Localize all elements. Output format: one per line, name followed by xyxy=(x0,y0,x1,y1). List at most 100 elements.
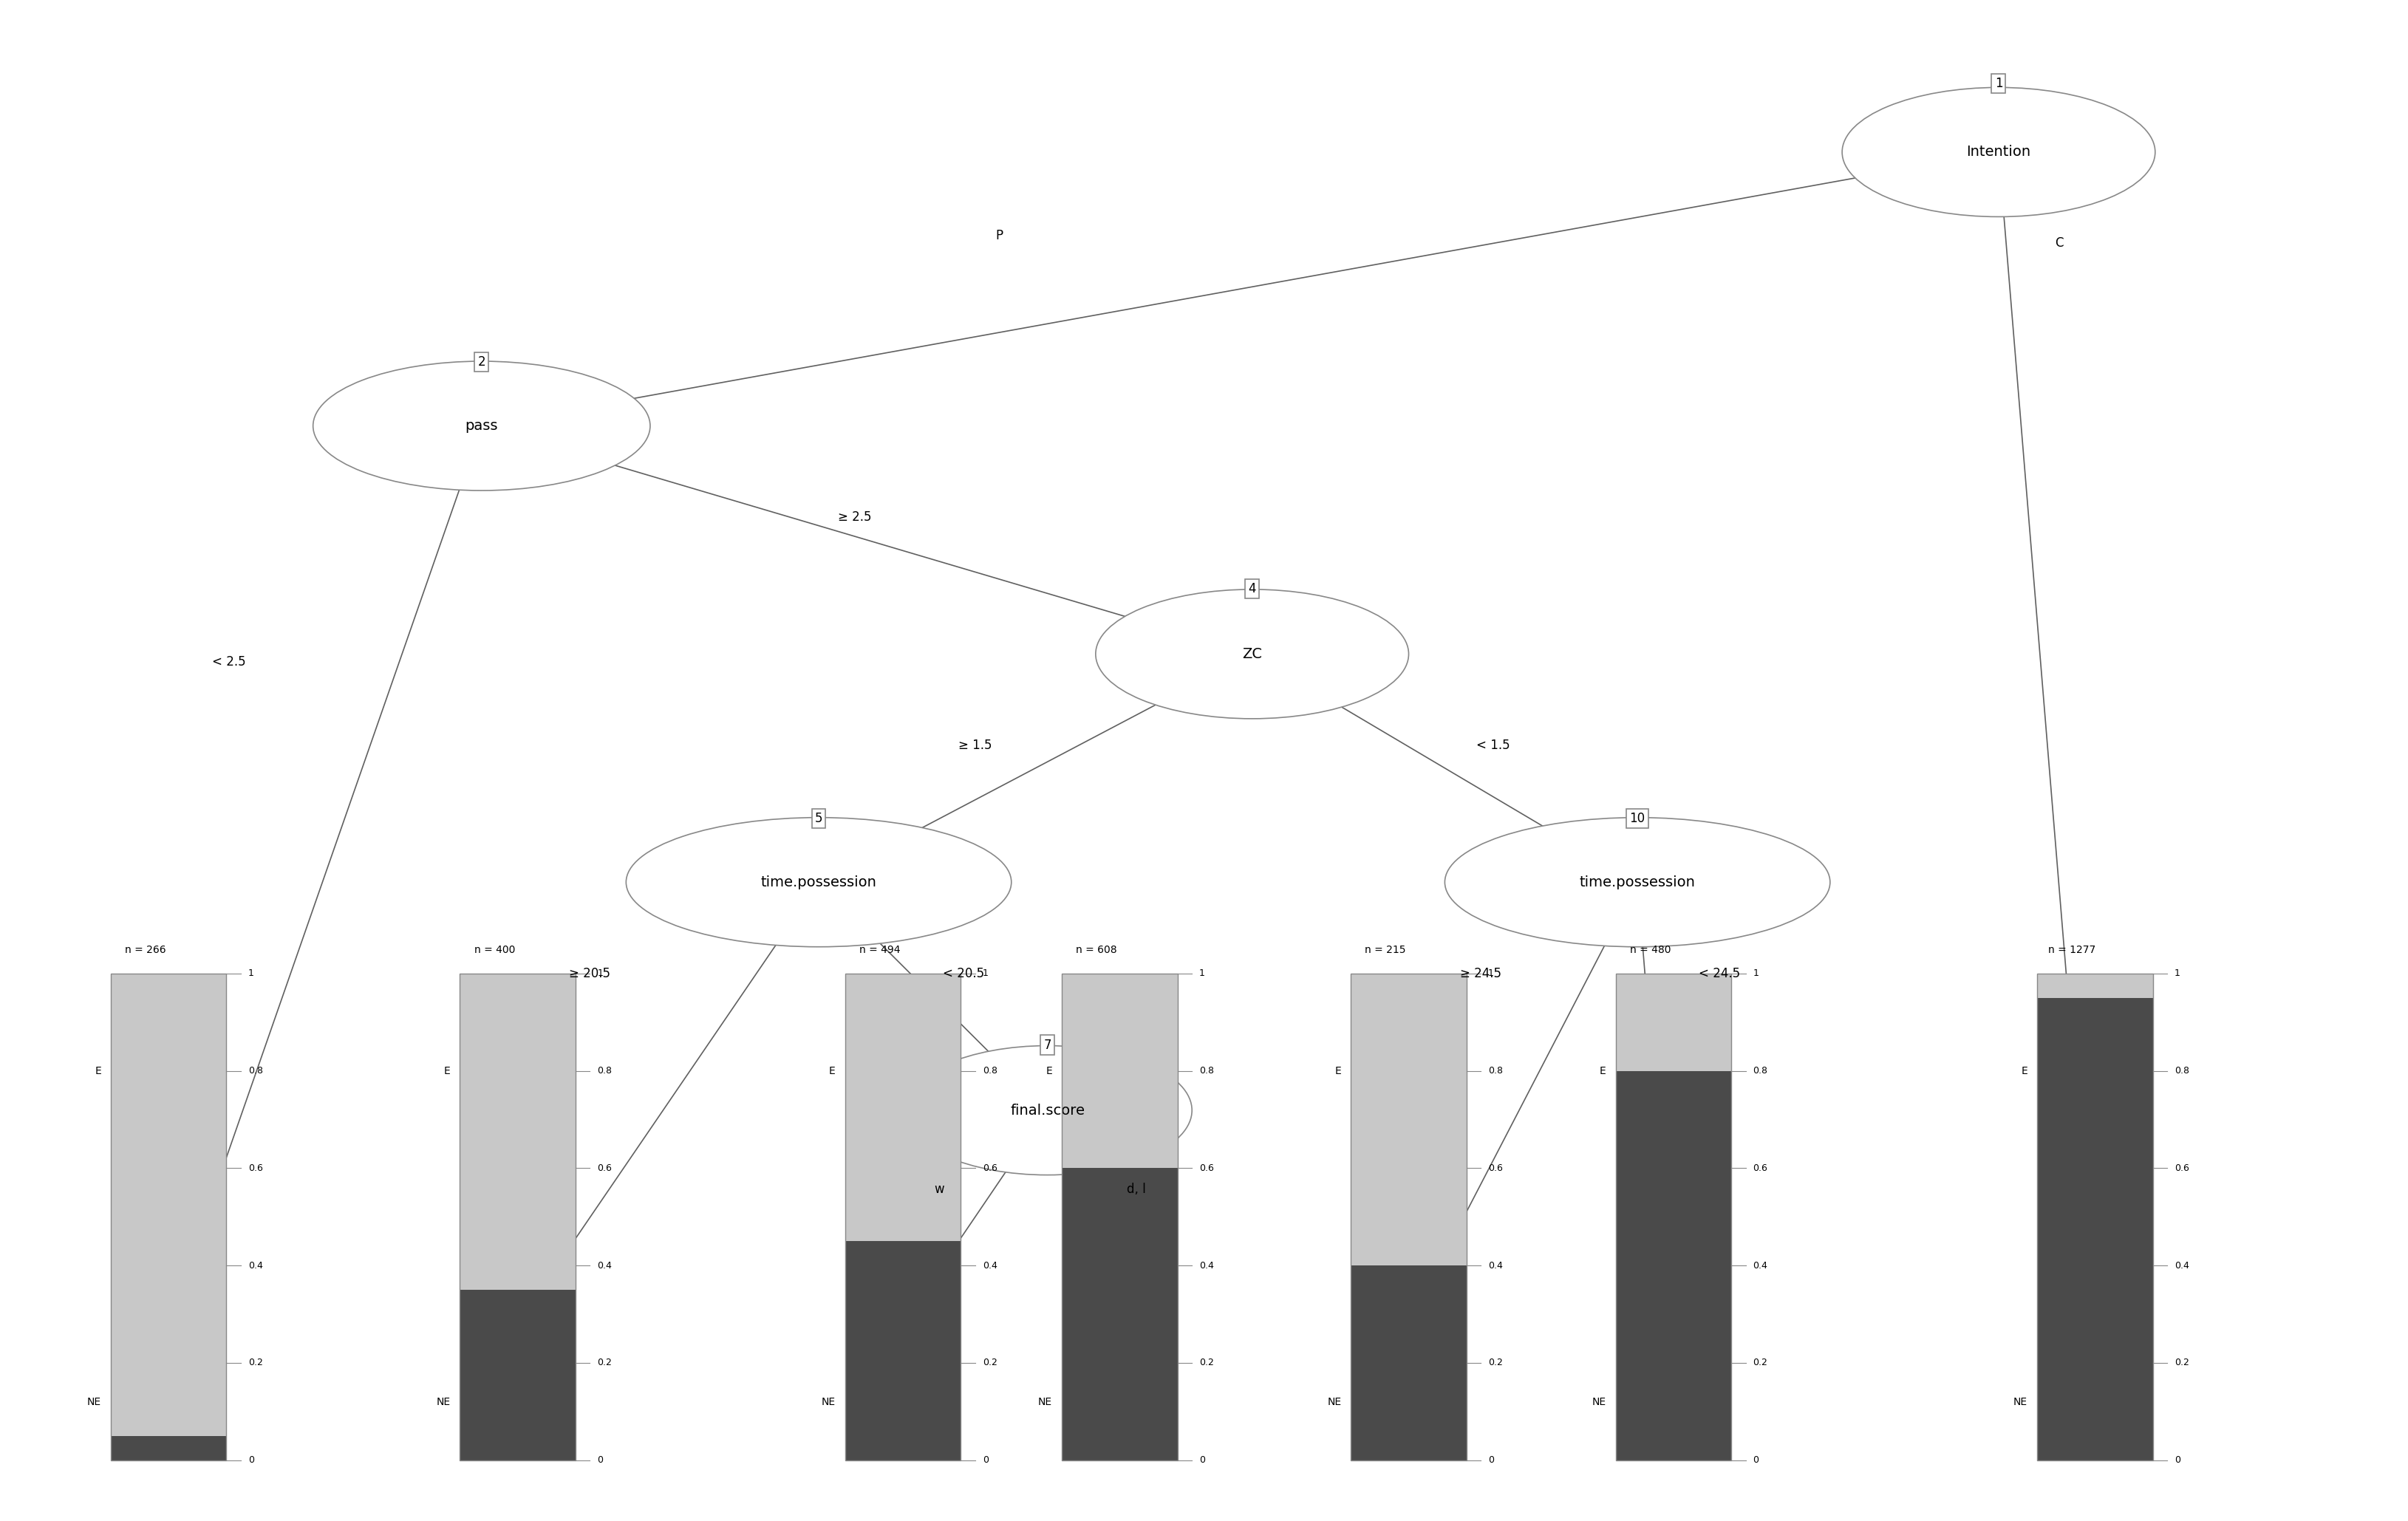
Bar xyxy=(2037,973,2153,1460)
Text: 1: 1 xyxy=(248,969,253,978)
Text: 1: 1 xyxy=(1753,969,1758,978)
Text: n = 480: n = 480 xyxy=(1630,945,1671,955)
Text: 0: 0 xyxy=(1753,1456,1758,1465)
Text: NE: NE xyxy=(1038,1396,1052,1407)
Bar xyxy=(1351,1265,1466,1460)
Text: ≥ 1.5: ≥ 1.5 xyxy=(958,739,992,751)
Text: d, l: d, l xyxy=(1127,1183,1146,1196)
Text: < 20.5: < 20.5 xyxy=(942,967,985,980)
Text: 0.6: 0.6 xyxy=(2174,1164,2189,1173)
Text: time.possession: time.possession xyxy=(761,875,877,890)
Text: 0.8: 0.8 xyxy=(597,1066,612,1075)
Text: 0.2: 0.2 xyxy=(1753,1358,1767,1367)
Text: 0: 0 xyxy=(2174,1456,2179,1465)
Text: 0.8: 0.8 xyxy=(982,1066,997,1075)
Text: w: w xyxy=(934,1183,944,1196)
Text: < 1.5: < 1.5 xyxy=(1476,739,1510,751)
Text: 0.4: 0.4 xyxy=(1199,1261,1214,1270)
Text: NE: NE xyxy=(1327,1396,1341,1407)
Text: NE: NE xyxy=(821,1396,836,1407)
Text: P: P xyxy=(995,230,1004,242)
Bar xyxy=(1062,973,1178,1460)
Text: 0.4: 0.4 xyxy=(597,1261,612,1270)
Text: 0: 0 xyxy=(597,1456,602,1465)
Ellipse shape xyxy=(1842,87,2155,216)
Text: 4: 4 xyxy=(1247,583,1257,595)
Text: 0.6: 0.6 xyxy=(597,1164,612,1173)
Text: 1: 1 xyxy=(1994,78,2003,90)
Bar xyxy=(111,973,226,1436)
Text: E: E xyxy=(94,1066,101,1075)
Text: n = 1277: n = 1277 xyxy=(2049,945,2095,955)
Text: 0.2: 0.2 xyxy=(982,1358,997,1367)
Bar xyxy=(845,1241,961,1460)
Text: 1: 1 xyxy=(1199,969,1204,978)
Bar xyxy=(2037,973,2153,998)
Text: 0.2: 0.2 xyxy=(1199,1358,1214,1367)
Text: n = 266: n = 266 xyxy=(125,945,166,955)
Text: 0.6: 0.6 xyxy=(1488,1164,1503,1173)
Bar xyxy=(460,973,576,1290)
Bar xyxy=(460,973,576,1460)
Text: E: E xyxy=(1045,1066,1052,1075)
Bar xyxy=(1351,973,1466,1460)
Text: 0: 0 xyxy=(248,1456,253,1465)
Text: ZC: ZC xyxy=(1243,646,1262,662)
Bar xyxy=(845,973,961,1241)
Text: < 2.5: < 2.5 xyxy=(212,656,246,668)
Text: 0.6: 0.6 xyxy=(248,1164,262,1173)
Text: 0.2: 0.2 xyxy=(2174,1358,2189,1367)
Text: n = 215: n = 215 xyxy=(1365,945,1406,955)
Text: time.possession: time.possession xyxy=(1580,875,1695,890)
Text: NE: NE xyxy=(2013,1396,2028,1407)
Text: 0.4: 0.4 xyxy=(248,1261,262,1270)
Text: pass: pass xyxy=(465,418,498,433)
Text: 0: 0 xyxy=(1199,1456,1204,1465)
Text: 0.4: 0.4 xyxy=(2174,1261,2189,1270)
Text: n = 494: n = 494 xyxy=(860,945,901,955)
Text: 1: 1 xyxy=(982,969,987,978)
Text: 1: 1 xyxy=(2174,969,2179,978)
Text: 1: 1 xyxy=(1488,969,1493,978)
Ellipse shape xyxy=(626,818,1011,946)
Text: 0: 0 xyxy=(1488,1456,1493,1465)
Text: 0.8: 0.8 xyxy=(1488,1066,1503,1075)
Text: 0.8: 0.8 xyxy=(2174,1066,2189,1075)
Text: E: E xyxy=(443,1066,450,1075)
Text: 0.2: 0.2 xyxy=(1488,1358,1503,1367)
Text: 0.6: 0.6 xyxy=(1753,1164,1767,1173)
Bar xyxy=(1062,973,1178,1168)
Text: < 24.5: < 24.5 xyxy=(1698,967,1741,980)
Text: n = 400: n = 400 xyxy=(474,945,515,955)
Bar xyxy=(111,1436,226,1460)
Text: 0.4: 0.4 xyxy=(1753,1261,1767,1270)
Bar xyxy=(1351,973,1466,1265)
Bar xyxy=(845,973,961,1460)
Text: 7: 7 xyxy=(1043,1039,1052,1051)
Text: 0.2: 0.2 xyxy=(597,1358,612,1367)
Text: Intention: Intention xyxy=(1967,144,2030,160)
Ellipse shape xyxy=(1096,590,1409,719)
Text: 5: 5 xyxy=(814,812,824,824)
Text: ≥ 20.5: ≥ 20.5 xyxy=(568,967,612,980)
Text: 0: 0 xyxy=(982,1456,987,1465)
Text: 1: 1 xyxy=(597,969,602,978)
Bar xyxy=(1062,1168,1178,1460)
Text: ≥ 2.5: ≥ 2.5 xyxy=(838,511,872,523)
Text: 0.8: 0.8 xyxy=(248,1066,262,1075)
Text: E: E xyxy=(828,1066,836,1075)
Text: 0.6: 0.6 xyxy=(1199,1164,1214,1173)
Text: 2: 2 xyxy=(477,356,486,368)
Text: 0.6: 0.6 xyxy=(982,1164,997,1173)
Text: 0.8: 0.8 xyxy=(1199,1066,1214,1075)
Bar xyxy=(1616,1071,1731,1460)
Ellipse shape xyxy=(903,1046,1192,1174)
Bar xyxy=(111,973,226,1460)
Text: E: E xyxy=(1334,1066,1341,1075)
Text: 0.4: 0.4 xyxy=(982,1261,997,1270)
Text: 10: 10 xyxy=(1630,812,1645,824)
Text: 0.8: 0.8 xyxy=(1753,1066,1767,1075)
Ellipse shape xyxy=(1445,818,1830,946)
Text: E: E xyxy=(2020,1066,2028,1075)
Text: NE: NE xyxy=(1592,1396,1606,1407)
